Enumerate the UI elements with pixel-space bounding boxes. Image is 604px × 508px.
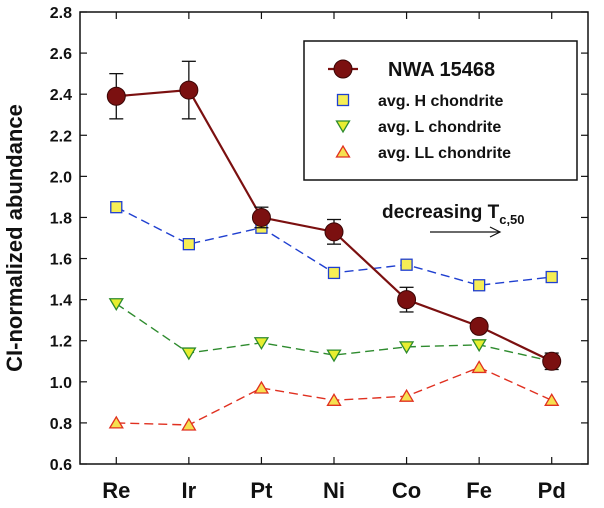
x-category-label: Re: [102, 478, 130, 503]
legend-label: NWA 15468: [388, 59, 495, 81]
y-tick-label: 0.6: [50, 457, 72, 474]
data-point: [110, 201, 123, 214]
data-point: [181, 417, 197, 431]
data-point: [326, 349, 342, 363]
data-point: [544, 393, 560, 406]
data-point: [181, 347, 197, 361]
legend-label: avg. LL chondrite: [378, 145, 511, 162]
y-tick-label: 1.4: [50, 293, 72, 310]
x-category-label: Co: [392, 478, 421, 503]
x-axis: Re Ir Pt Ni Co Fe Pd: [102, 12, 566, 503]
data-point: [106, 86, 126, 106]
y-tick-label: 2.6: [50, 46, 72, 63]
data-point: [326, 393, 342, 406]
data-point: [398, 388, 415, 402]
series-1: [110, 201, 558, 292]
data-point: [469, 316, 489, 336]
y-tick-label: 2.8: [50, 5, 72, 22]
annotation-text-main: decreasing T: [382, 202, 500, 223]
data-point: [324, 222, 344, 242]
data-point: [179, 80, 199, 100]
series-3: [108, 360, 560, 431]
data-point: [398, 341, 415, 355]
legend: NWA 15468 avg. H chondrite avg. L chondrit…: [303, 40, 578, 181]
x-category-label: Fe: [466, 478, 492, 503]
x-category-label: Ir: [182, 478, 197, 503]
legend-entry-0: NWA 15468: [328, 59, 495, 81]
series-layer: [106, 60, 562, 431]
annotation-decreasing-tc50: decreasing Tc,50: [382, 202, 525, 238]
y-tick-label: 2.2: [50, 128, 72, 145]
data-point: [471, 339, 487, 353]
data-point: [253, 337, 270, 351]
annotation-text: decreasing Tc,50: [382, 202, 525, 227]
legend-marker: [336, 93, 350, 107]
annotation-text-sub: c,50: [499, 212, 524, 227]
data-point: [327, 266, 341, 280]
y-tick-label: 1.6: [50, 252, 72, 269]
data-point: [397, 290, 417, 310]
legend-marker: [333, 59, 353, 79]
data-point: [542, 351, 562, 371]
y-tick-label: 2.4: [50, 87, 72, 104]
data-point: [471, 360, 487, 374]
data-point: [182, 238, 196, 251]
data-point: [472, 279, 486, 292]
y-axis: 0.6 0.8 1.0 1.2 1.4 1.6 1.8 2.0 2.2 2.4 2.6 2.8: [50, 5, 588, 474]
y-tick-label: 1.8: [50, 210, 72, 227]
annotation-arrow-head: [489, 226, 502, 238]
y-tick-label: 1.2: [50, 334, 72, 351]
x-category-label: Pd: [538, 478, 566, 503]
legend-marker: [335, 144, 351, 158]
data-point: [545, 270, 558, 284]
legend-label: avg. H chondrite: [378, 93, 503, 110]
x-category-label: Pt: [250, 478, 273, 503]
legend-entry-3: avg. LL chondrite: [335, 144, 511, 162]
x-category-label: Ni: [323, 478, 345, 503]
series-2: [108, 298, 560, 369]
legend-marker: [335, 120, 351, 134]
legend-entry-2: avg. L chondrite: [335, 119, 501, 136]
legend-entry-1: avg. H chondrite: [336, 93, 503, 110]
y-axis-label: CI-normalized abundance: [2, 104, 27, 372]
data-point: [108, 298, 124, 312]
y-tick-label: 2.0: [50, 169, 72, 186]
data-point: [253, 380, 270, 394]
legend-label: avg. L chondrite: [378, 119, 501, 136]
data-point: [108, 415, 124, 429]
y-tick-label: 0.8: [50, 416, 72, 433]
data-point: [400, 258, 413, 271]
data-point: [251, 207, 271, 227]
series-0: [106, 60, 562, 371]
y-tick-label: 1.0: [50, 375, 72, 392]
